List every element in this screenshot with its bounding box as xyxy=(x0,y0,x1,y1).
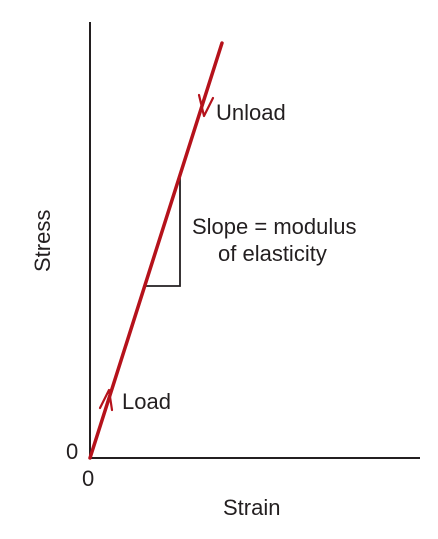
x-origin-label: 0 xyxy=(82,466,94,491)
y-origin-label: 0 xyxy=(66,439,78,464)
load-label: Load xyxy=(122,389,171,414)
elastic-line xyxy=(88,41,224,460)
slope-label-line1: Slope = modulus xyxy=(192,214,357,239)
unload-arrow-icon xyxy=(197,93,215,118)
x-axis-label: Strain xyxy=(223,495,280,520)
slope-triangle xyxy=(145,178,181,287)
load-arrow-icon xyxy=(98,388,114,412)
unload-label: Unload xyxy=(216,100,286,125)
slope-label-line2: of elasticity xyxy=(218,241,327,266)
y-axis-label: Stress xyxy=(30,210,55,272)
